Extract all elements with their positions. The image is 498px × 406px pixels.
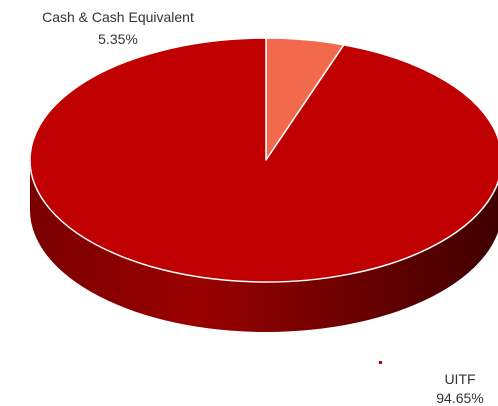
pie-top-layer: [29, 37, 498, 283]
pie-side-layer: [30, 160, 498, 332]
pie-slice-1: [29, 37, 498, 283]
label-cash-name: Cash & Cash Equivalent: [42, 9, 194, 25]
pie-label-layer: Cash & Cash Equivalent 5.35% UITF 94.65%: [42, 9, 484, 406]
pie-side-wall: [30, 160, 498, 332]
label-uitf-name: UITF: [444, 371, 475, 387]
label-cash-value: 5.35%: [98, 31, 138, 47]
legend-marker-uitf: [379, 361, 382, 364]
label-uitf-value: 94.65%: [436, 390, 483, 406]
